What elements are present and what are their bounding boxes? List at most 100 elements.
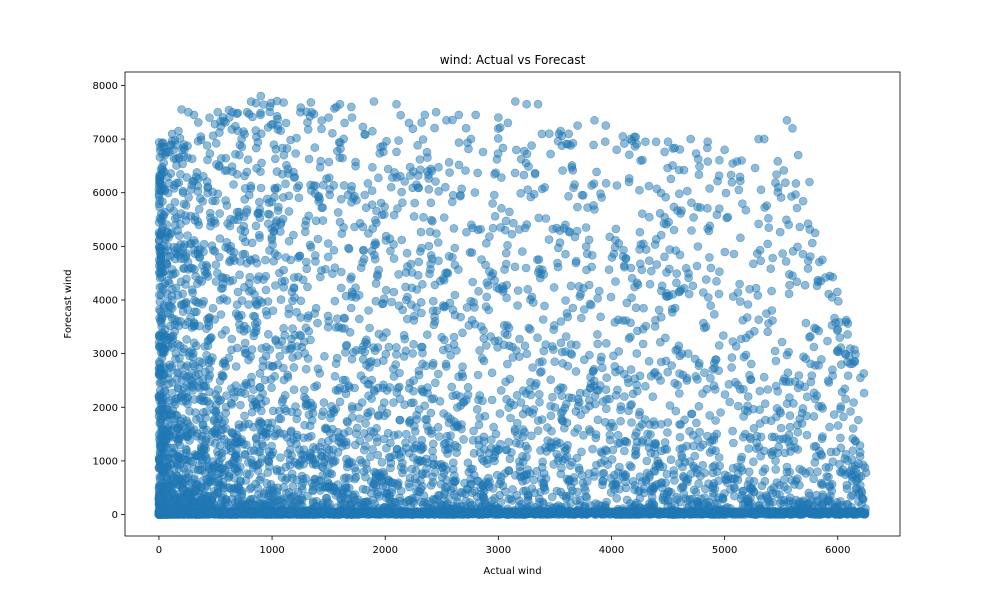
data-point <box>556 469 566 479</box>
data-point <box>315 163 325 172</box>
data-point <box>689 213 698 222</box>
data-point <box>716 408 725 417</box>
data-point <box>730 483 739 493</box>
data-point <box>762 201 772 210</box>
data-point <box>424 185 434 194</box>
data-point <box>635 227 645 237</box>
data-point <box>285 460 295 470</box>
data-point <box>430 123 439 133</box>
data-point <box>826 447 836 457</box>
data-point <box>785 422 795 432</box>
data-point <box>691 372 701 381</box>
data-point <box>463 382 473 392</box>
data-point <box>291 149 301 158</box>
data-point <box>215 161 224 170</box>
data-point <box>744 467 754 477</box>
data-point <box>363 179 373 188</box>
data-point <box>242 324 252 334</box>
data-point <box>752 249 762 258</box>
data-point <box>736 233 745 243</box>
data-point <box>547 492 557 502</box>
data-point <box>278 395 288 404</box>
data-point <box>497 204 506 213</box>
data-point <box>289 363 299 372</box>
data-point <box>402 248 412 258</box>
data-point <box>367 186 377 195</box>
data-point <box>781 257 791 266</box>
data-point <box>582 249 592 259</box>
data-point <box>262 478 272 488</box>
data-point <box>323 252 333 262</box>
data-point <box>477 255 486 264</box>
data-point <box>181 444 191 454</box>
data-point <box>698 389 707 398</box>
data-point <box>782 467 792 477</box>
data-point <box>278 193 288 202</box>
data-point <box>749 423 759 433</box>
data-point <box>405 378 415 388</box>
data-point <box>794 371 804 380</box>
data-point <box>318 407 328 416</box>
data-point <box>564 192 573 201</box>
data-point <box>571 256 581 266</box>
data-point <box>339 223 348 232</box>
data-point <box>665 401 675 410</box>
data-point <box>368 127 377 136</box>
data-point <box>505 374 515 384</box>
data-point <box>593 293 603 303</box>
data-point <box>172 368 182 378</box>
data-point <box>741 350 751 360</box>
data-point <box>674 189 684 199</box>
data-point <box>766 264 776 274</box>
data-point <box>243 155 253 164</box>
data-point <box>596 312 605 322</box>
data-point <box>805 252 815 261</box>
data-point <box>394 136 403 145</box>
data-point <box>704 226 714 236</box>
data-point <box>452 442 462 452</box>
data-point <box>600 445 610 455</box>
data-point <box>292 307 302 317</box>
data-point <box>217 284 226 294</box>
data-point <box>340 118 349 128</box>
data-point <box>439 213 449 222</box>
data-point <box>194 118 203 127</box>
data-point <box>288 324 297 333</box>
data-point <box>360 130 370 139</box>
data-point <box>735 279 744 289</box>
data-point <box>624 150 634 159</box>
data-point <box>215 209 224 218</box>
data-point <box>333 427 343 437</box>
data-point <box>278 363 288 373</box>
data-point <box>533 426 543 436</box>
data-point <box>727 353 737 362</box>
data-point <box>377 457 387 467</box>
data-point <box>504 437 514 447</box>
data-point <box>426 408 436 418</box>
data-point <box>709 309 719 319</box>
data-point <box>706 373 715 383</box>
data-point <box>410 198 420 208</box>
data-point <box>706 263 716 273</box>
data-point <box>329 246 339 255</box>
data-point <box>192 341 201 351</box>
data-point <box>279 265 288 275</box>
data-point <box>389 210 399 220</box>
data-point <box>261 285 271 295</box>
data-point <box>193 187 203 196</box>
data-point <box>409 311 419 321</box>
data-point <box>846 407 855 416</box>
data-point <box>434 162 443 172</box>
data-point <box>305 240 315 250</box>
data-point <box>501 216 511 226</box>
data-point <box>693 154 703 164</box>
data-point <box>433 422 443 432</box>
data-point <box>701 484 710 494</box>
data-point <box>672 269 682 278</box>
data-point <box>579 305 589 314</box>
data-point <box>257 344 267 353</box>
data-point <box>347 272 356 282</box>
data-point <box>505 207 514 217</box>
data-point <box>701 322 711 332</box>
data-point <box>350 222 359 232</box>
